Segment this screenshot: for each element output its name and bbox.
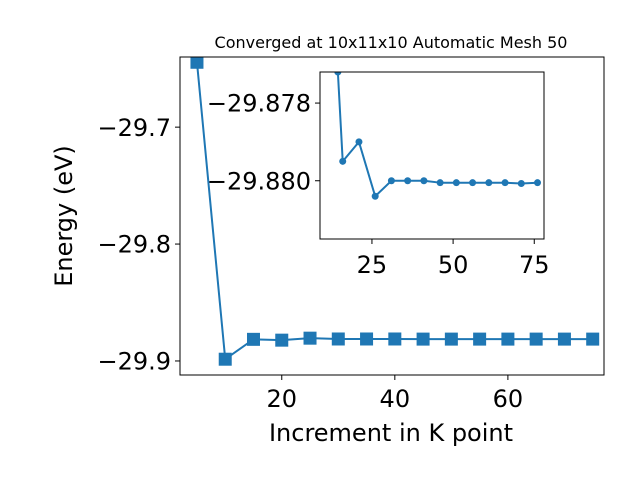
data-point [275, 333, 289, 347]
data-point [473, 332, 487, 346]
main-x-ticks: 20 40 60 [266, 375, 523, 413]
data-point [485, 179, 493, 187]
inset-y-ticks: −29.880 −29.878 [207, 90, 320, 195]
data-point [218, 352, 232, 366]
x-tick-label: 40 [380, 385, 411, 413]
inset-plot-clipped [334, 72, 542, 200]
data-point [501, 332, 515, 346]
inset-chart: 25 50 75 −29.880 −29.878 [207, 71, 550, 279]
inset-plot-area [334, 72, 542, 200]
main-chart: Converged at 10x11x10 Automatic Mesh 50 … [50, 33, 605, 447]
data-point [586, 332, 600, 346]
inset-axes-frame [319, 71, 545, 240]
data-point [444, 332, 458, 346]
main-axes-frame [179, 56, 605, 376]
data-point [452, 179, 460, 187]
x-tick-label: 50 [438, 251, 469, 279]
data-point [339, 157, 347, 165]
data-point [387, 177, 395, 185]
data-point [436, 179, 444, 187]
data-point [190, 57, 204, 69]
data-point [388, 332, 402, 346]
main-y-ticks: −29.7 −29.8 −29.9 [97, 114, 180, 376]
data-point [355, 138, 363, 146]
data-point [529, 332, 543, 346]
x-axis-label: Increment in K point [269, 419, 513, 447]
data-point [331, 332, 345, 346]
x-tick-label: 20 [266, 385, 297, 413]
data-point [360, 332, 374, 346]
data-point [557, 332, 571, 346]
data-point [517, 179, 525, 187]
y-tick-label: −29.880 [207, 167, 311, 195]
y-tick-label: −29.8 [97, 231, 171, 259]
y-tick-label: −29.7 [97, 114, 171, 142]
x-tick-label: 25 [357, 251, 388, 279]
data-point [416, 332, 430, 346]
data-point [469, 179, 477, 187]
main-plot-clipped [190, 57, 600, 366]
inset-background [320, 72, 544, 239]
main-plot-area [190, 57, 600, 366]
data-point [501, 179, 509, 187]
data-point [334, 72, 342, 76]
chart-title: Converged at 10x11x10 Automatic Mesh 50 [215, 33, 568, 52]
x-tick-label: 60 [493, 385, 524, 413]
y-tick-label: −29.9 [97, 348, 171, 376]
x-tick-label: 75 [519, 251, 550, 279]
data-point [303, 331, 317, 345]
data-point [534, 179, 542, 187]
inset-x-ticks: 25 50 75 [357, 239, 550, 279]
data-point [420, 177, 428, 185]
data-point [371, 192, 379, 200]
y-tick-label: −29.878 [207, 90, 311, 118]
data-point [246, 332, 260, 346]
data-point [404, 177, 412, 185]
y-axis-label: Energy (eV) [50, 145, 78, 287]
